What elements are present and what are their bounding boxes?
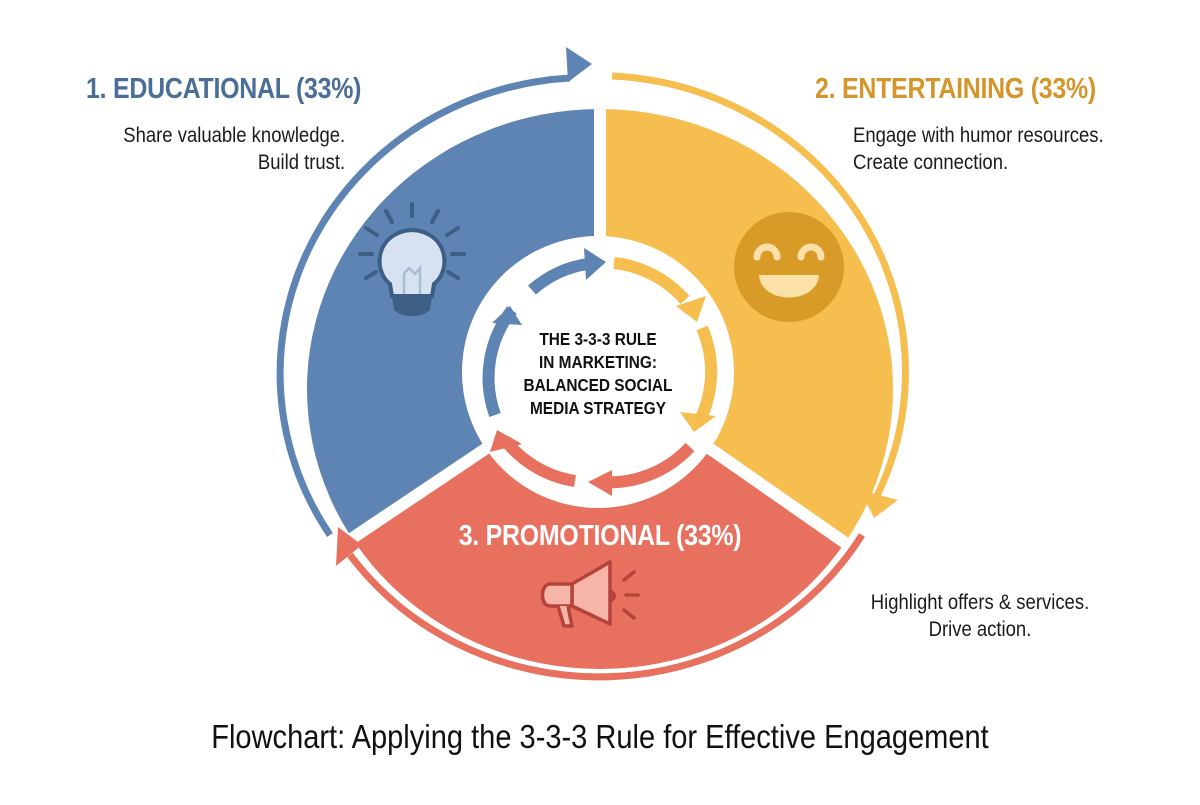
- center-label-line: IN MARKETING:: [538, 352, 658, 372]
- segment-promotional: [307, 372, 893, 669]
- center-label: THE 3-3-3 RULE IN MARKETING: BALANCED SO…: [501, 328, 695, 420]
- center-label-line: BALANCED SOCIAL: [523, 375, 673, 395]
- outer-arrow-blue: [276, 74, 571, 537]
- segment-description-promotional: Highlight offers & services. Drive actio…: [848, 589, 1112, 643]
- segment-title-entertaining: 2. ENTERTAINING (33%): [815, 73, 1096, 105]
- outer-arrow-red: [347, 533, 865, 681]
- outer-arrowhead-red: [336, 527, 362, 566]
- inner-arrowhead: [584, 248, 606, 280]
- outer-arrowhead-yellow: [860, 490, 898, 518]
- smiley-face-icon: [734, 212, 844, 322]
- description-line: Engage with humor resources.: [853, 124, 1104, 147]
- outer-cycle-arrows: [276, 72, 909, 681]
- outer-arrow-yellow: [611, 72, 909, 502]
- center-circle: [462, 236, 734, 508]
- inner-arrowhead: [492, 306, 522, 325]
- center-label-line: MEDIA STRATEGY: [529, 398, 667, 418]
- inner-arrowhead: [588, 470, 612, 496]
- segment-title-promotional: 3. PROMOTIONAL (33%): [458, 520, 742, 552]
- description-line: Drive action.: [928, 618, 1032, 641]
- segment-description-entertaining: Engage with humor resources. Create conn…: [853, 122, 1104, 176]
- segment-title-educational: 1. EDUCATIONAL (33%): [86, 73, 362, 105]
- description-line: Create connection.: [853, 151, 1009, 174]
- inner-arrowhead: [676, 296, 706, 322]
- segment-entertaining: [600, 109, 893, 650]
- outer-arrowhead-blue: [566, 47, 592, 82]
- description-line: Highlight offers & services.: [870, 591, 1090, 614]
- inner-arrowhead: [490, 430, 522, 452]
- segment-description-educational: Share valuable knowledge. Build trust.: [123, 122, 345, 176]
- lightbulb-icon: [358, 202, 466, 316]
- center-label-line: THE 3-3-3 RULE: [539, 329, 657, 349]
- description-line: Share valuable knowledge.: [123, 124, 345, 147]
- megaphone-icon: [540, 560, 640, 628]
- description-line: Build trust.: [257, 151, 345, 174]
- inner-arrowhead: [680, 412, 716, 432]
- diagram-caption: Flowchart: Applying the 3-3-3 Rule for E…: [211, 718, 989, 755]
- segment-educational: [307, 109, 600, 640]
